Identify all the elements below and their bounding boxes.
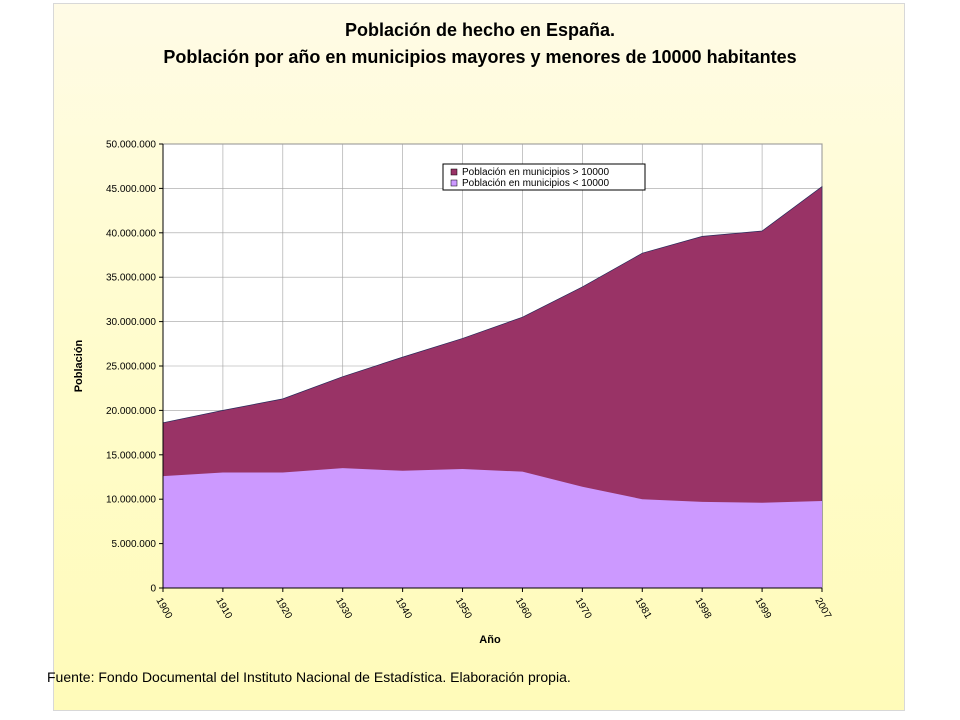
x-tick-label: 1920 — [273, 596, 294, 621]
y-tick-label: 35.000.000 — [106, 273, 156, 284]
x-axis-ticks: 1900 1910 1920 1930 1940 1950 1960 1970 1981 1998… — [153, 587, 833, 621]
x-tick-label: 1910 — [213, 596, 234, 621]
y-tick-label: 25.000.000 — [106, 362, 156, 373]
y-tick-label: 0 — [150, 584, 156, 595]
y-tick-label: 45.000.000 — [106, 184, 156, 195]
area-series — [162, 185, 823, 589]
chart-title-line2: Población por año en municipios mayores … — [163, 47, 797, 67]
x-tick-label: 1960 — [513, 596, 534, 621]
source-note: Fuente: Fondo Documental del Instituto N… — [47, 669, 571, 685]
x-tick-label: 1970 — [573, 596, 594, 621]
y-tick-label: 5.000.000 — [112, 539, 157, 550]
x-axis-title: Año — [479, 634, 501, 646]
y-axis-title: Población — [73, 339, 85, 392]
legend-swatch-upper — [450, 168, 458, 176]
legend-swatch-lower — [450, 179, 458, 187]
x-tick-label: 1981 — [633, 596, 654, 621]
legend-label-upper: Población en municipios > 10000 — [462, 167, 609, 178]
legend: Población en municipios > 10000 Població… — [442, 163, 646, 191]
y-tick-label: 15.000.000 — [106, 450, 156, 461]
area-series-lower — [163, 468, 822, 588]
chart-title-line1: Población de hecho en España. — [344, 20, 616, 40]
y-axis-ticks: 0 5.000.000 10.000.000 15.000.000 20.000.000… — [106, 140, 164, 595]
x-tick-label: 1998 — [693, 596, 714, 621]
y-tick-label: 10.000.000 — [106, 495, 156, 506]
x-tick-label: 1999 — [752, 596, 773, 621]
y-tick-label: 50.000.000 — [106, 140, 156, 151]
y-tick-label: 20.000.000 — [106, 406, 156, 417]
legend-label-lower: Población en municipios < 10000 — [462, 178, 609, 189]
x-tick-label: 1940 — [393, 596, 414, 621]
x-tick-label: 1900 — [153, 596, 174, 621]
legend-box — [442, 163, 646, 191]
y-tick-label: 40.000.000 — [106, 228, 156, 239]
x-tick-label: 1950 — [453, 596, 474, 621]
x-tick-label: 2007 — [812, 596, 833, 621]
y-tick-label: 30.000.000 — [106, 317, 156, 328]
x-tick-label: 1930 — [333, 596, 354, 621]
